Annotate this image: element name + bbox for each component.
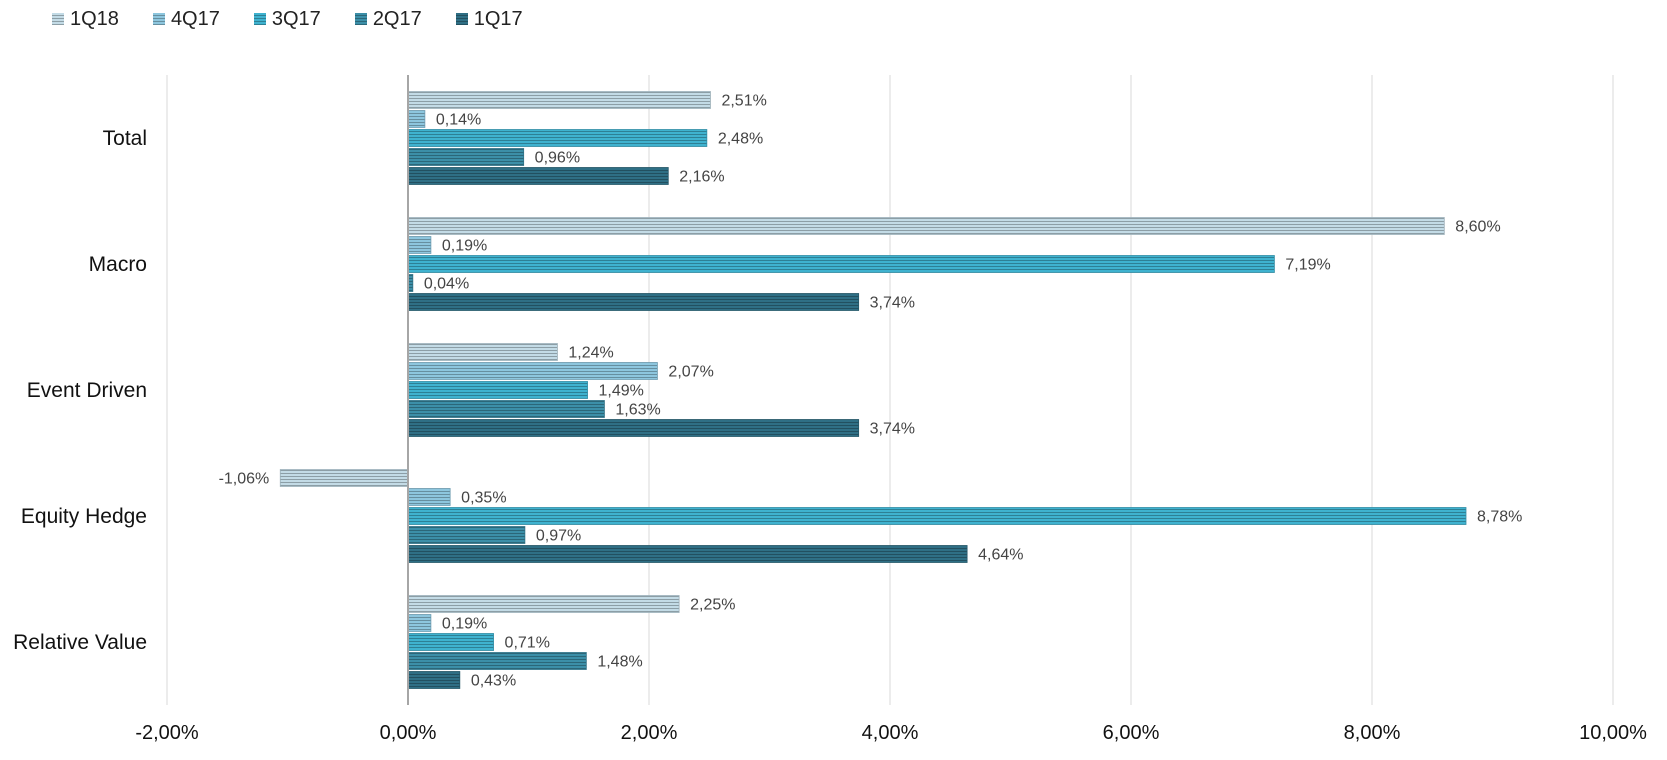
legend-label: 1Q17 <box>473 7 523 30</box>
legend-swatch <box>455 13 468 25</box>
bar <box>407 488 451 506</box>
bar <box>407 400 605 418</box>
legend-item: 2Q17 <box>354 7 422 31</box>
category-label: Equity Hedge <box>21 505 147 528</box>
category-label: Total <box>103 127 147 150</box>
bar <box>407 148 525 166</box>
data-label: 4,64% <box>978 547 1023 564</box>
legend-item: 4Q17 <box>152 7 220 31</box>
data-label: 8,78% <box>1477 509 1522 526</box>
data-label: 1,49% <box>599 383 644 400</box>
category-label: Event Driven <box>27 379 147 402</box>
data-label: 0,14% <box>436 112 481 129</box>
x-tick-label: 8,00% <box>1344 722 1401 744</box>
legend-item: 1Q17 <box>455 7 523 31</box>
category-label: Relative Value <box>13 631 147 654</box>
legend-swatch <box>354 13 367 25</box>
x-tick-label: -2,00% <box>135 722 199 744</box>
bar <box>407 595 680 613</box>
data-label: -1,06% <box>219 471 270 488</box>
legend-label: 4Q17 <box>170 7 220 30</box>
bar <box>407 167 669 185</box>
data-label: 0,71% <box>505 635 550 652</box>
data-label: 2,16% <box>679 169 724 186</box>
data-label: 3,74% <box>870 421 915 438</box>
data-label: 0,04% <box>424 276 469 293</box>
x-tick-label: 6,00% <box>1103 722 1160 744</box>
bar <box>407 419 860 437</box>
bar <box>407 110 426 128</box>
data-label: 0,19% <box>442 616 487 633</box>
bar <box>407 255 1275 273</box>
bar <box>407 526 526 544</box>
legend-label: 3Q17 <box>271 7 321 30</box>
bar <box>279 469 409 487</box>
data-label: 2,25% <box>690 597 735 614</box>
bar <box>407 652 587 670</box>
bar <box>407 507 1467 525</box>
category-label: Macro <box>89 253 147 276</box>
bar <box>407 91 711 109</box>
bar <box>407 614 432 632</box>
gridlines <box>166 75 1614 705</box>
chart-legend: 1Q18 4Q17 3Q17 2Q17 1Q17 <box>52 4 557 34</box>
legend-item: 3Q17 <box>253 7 321 31</box>
x-tick-label: 2,00% <box>621 722 678 744</box>
data-label: 2,07% <box>668 364 713 381</box>
data-label: 3,74% <box>870 295 915 312</box>
legend-label: 2Q17 <box>372 7 422 30</box>
legend-label: 1Q18 <box>70 7 119 30</box>
legend-swatch <box>52 13 64 25</box>
data-label: 7,19% <box>1285 257 1330 274</box>
bar <box>407 671 461 689</box>
data-label: 0,43% <box>471 673 516 690</box>
legend-swatch <box>253 13 266 25</box>
data-label: 1,63% <box>615 402 660 419</box>
data-label: 0,96% <box>535 150 580 167</box>
data-label: 1,24% <box>568 345 613 362</box>
x-tick-label: 0,00% <box>380 722 437 744</box>
bar <box>407 633 494 651</box>
x-tick-label: 4,00% <box>862 722 919 744</box>
bar <box>407 545 968 563</box>
bar <box>407 362 658 380</box>
bar <box>407 129 708 147</box>
labels: -2,00% 0,00% 2,00% 4,00% 6,00% 8,00% 10,00% Tot… <box>13 93 1647 745</box>
data-label: 2,48% <box>718 131 763 148</box>
bar <box>407 343 558 361</box>
x-tick-label: 10,00% <box>1579 722 1647 744</box>
legend-swatch <box>152 13 165 25</box>
bar <box>407 381 588 399</box>
bars <box>279 91 1467 689</box>
data-label: 0,19% <box>442 238 487 255</box>
bar <box>407 236 432 254</box>
bar <box>407 217 1445 235</box>
data-label: 0,97% <box>536 528 581 545</box>
bar <box>407 293 860 311</box>
legend-item: 1Q18 <box>52 8 119 31</box>
data-label: 8,60% <box>1455 219 1500 236</box>
data-label: 0,35% <box>461 490 506 507</box>
data-label: 2,51% <box>721 93 766 110</box>
data-label: 1,48% <box>597 654 642 671</box>
